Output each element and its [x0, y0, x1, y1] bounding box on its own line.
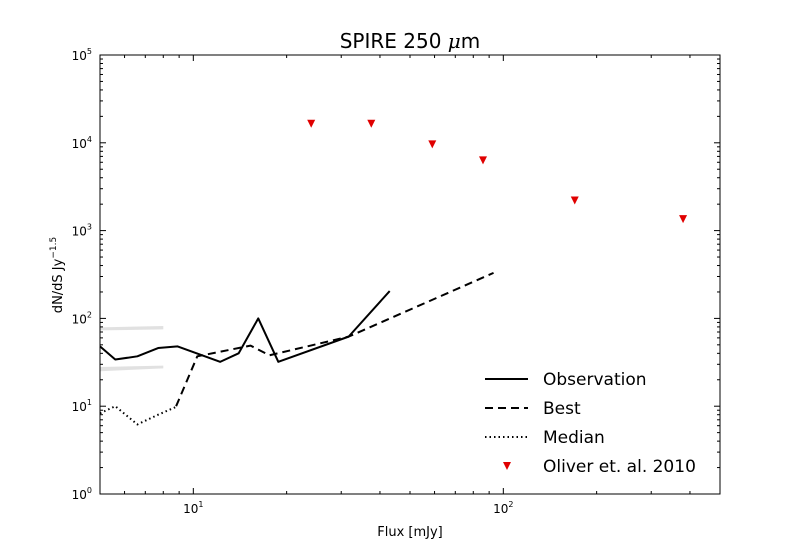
legend-swatch-oliver-et-al-2010 [503, 462, 511, 470]
oliver-et-al-2010-marker [679, 215, 688, 224]
shaded-band-0 [100, 325, 164, 331]
legend-label-oliver-et-al-2010: Oliver et. al. 2010 [543, 457, 696, 477]
oliver-et-al-2010-marker [479, 156, 488, 165]
observation-line [99, 290, 391, 363]
x-axis-label: Flux [mJy] [377, 525, 443, 540]
median-line [99, 405, 179, 426]
oliver-et-al-2010-marker [307, 119, 316, 128]
chart-title-mu: μ [448, 29, 461, 53]
axis-ticks [99, 54, 721, 495]
chart-title-text: SPIRE 250 [340, 29, 448, 53]
y-tick-label: 103 [72, 223, 92, 239]
shaded-band-1 [100, 365, 164, 372]
y-axis-label-exponent: −1.5 [49, 237, 59, 259]
legend-label-observation: Observation [543, 370, 647, 390]
plot-frame [99, 54, 721, 495]
chart-title: SPIRE 250 μm [340, 29, 481, 53]
y-tick-label: 101 [72, 398, 92, 414]
x-tick-label: 102 [493, 500, 513, 516]
y-tick-label: 105 [72, 47, 92, 63]
y-tick-label: 102 [72, 310, 92, 326]
shaded-bands [100, 325, 164, 372]
oliver-et-al-2010-marker [570, 196, 579, 205]
legend: Observation Best Median Oliver et. al. 2010 [485, 370, 696, 477]
y-axis-label: dN/dS Jy−1.5 [49, 237, 66, 313]
y-tick-label: 104 [72, 135, 92, 151]
series-markers [307, 119, 688, 224]
legend-label-median: Median [543, 428, 605, 448]
best-line [175, 271, 494, 407]
series-lines [99, 271, 494, 426]
x-tick-label: 101 [183, 500, 203, 516]
axis-tick-labels: 101 102 100 101 102 103 104 105 [72, 47, 514, 516]
y-tick-label: 100 [72, 486, 92, 502]
oliver-et-al-2010-marker [367, 119, 376, 128]
legend-label-best: Best [543, 399, 581, 419]
oliver-et-al-2010-marker [428, 140, 437, 149]
chart-title-unit: m [461, 29, 480, 53]
y-axis-label-text: dN/dS Jy [51, 258, 66, 313]
